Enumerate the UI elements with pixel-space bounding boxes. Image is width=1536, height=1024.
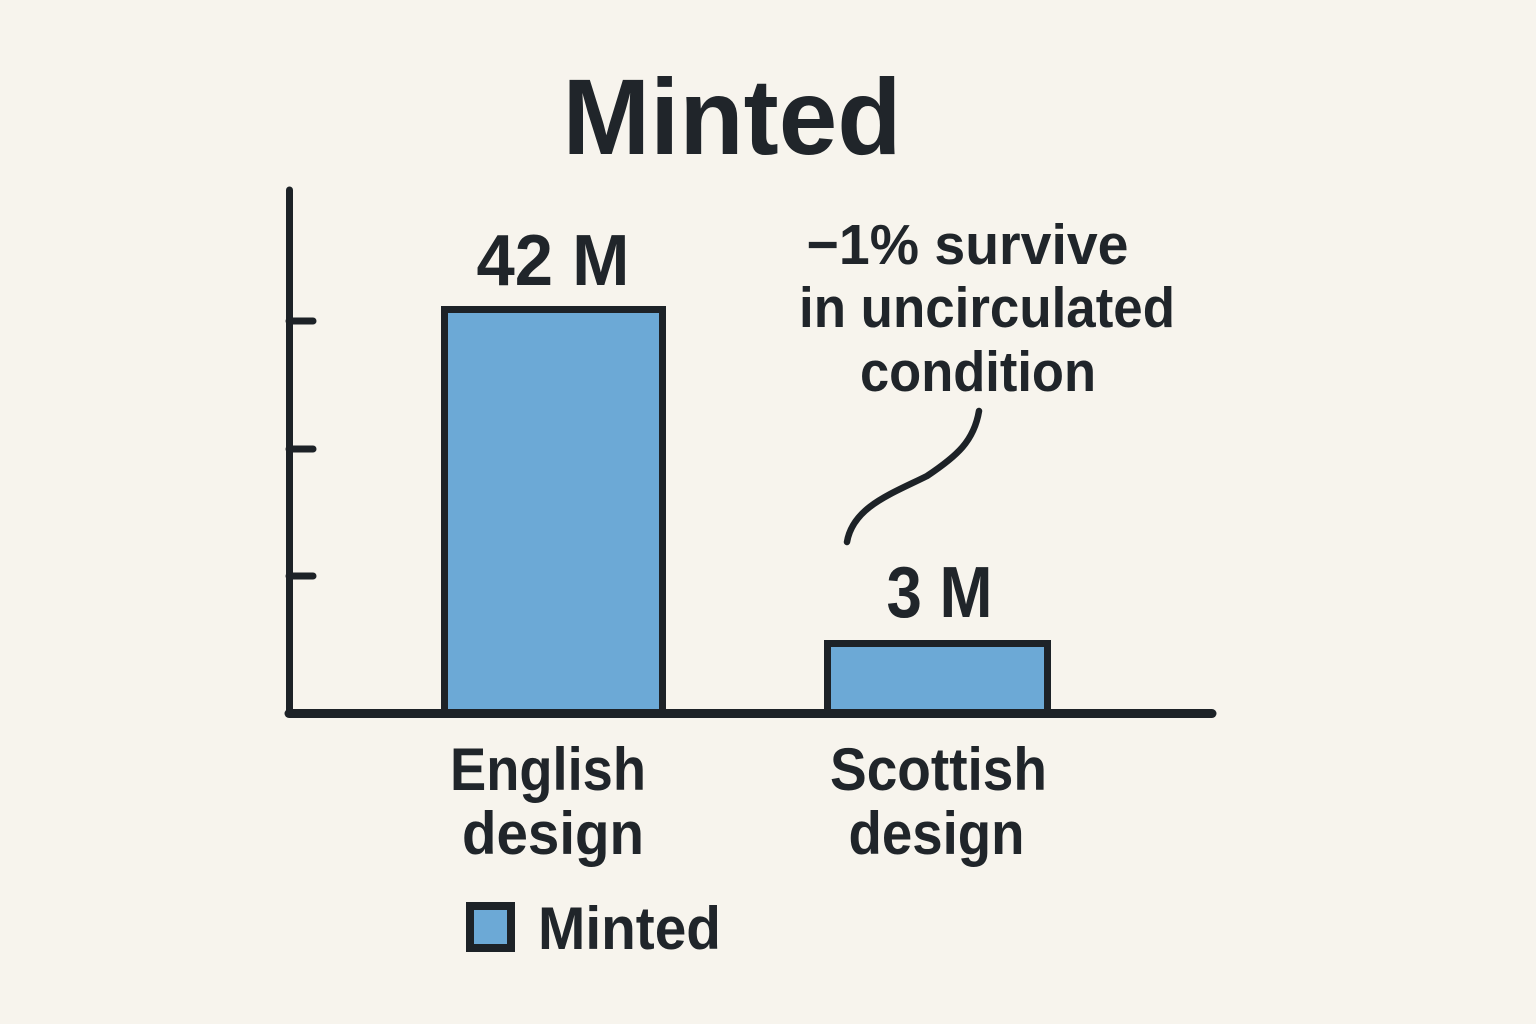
svg-text:Minted: Minted	[563, 56, 902, 177]
svg-text:Scottish: Scottish	[830, 736, 1047, 803]
svg-text:Minted: Minted	[538, 895, 721, 962]
svg-text:condition: condition	[860, 340, 1096, 404]
svg-text:design: design	[849, 800, 1025, 867]
svg-text:42 M: 42 M	[477, 221, 630, 301]
svg-text:in uncirculated: in uncirculated	[799, 276, 1175, 340]
svg-text:design: design	[462, 800, 644, 867]
svg-text:3 M: 3 M	[887, 553, 993, 633]
svg-text:English: English	[450, 736, 646, 803]
svg-text:−1% survive: −1% survive	[807, 213, 1129, 277]
